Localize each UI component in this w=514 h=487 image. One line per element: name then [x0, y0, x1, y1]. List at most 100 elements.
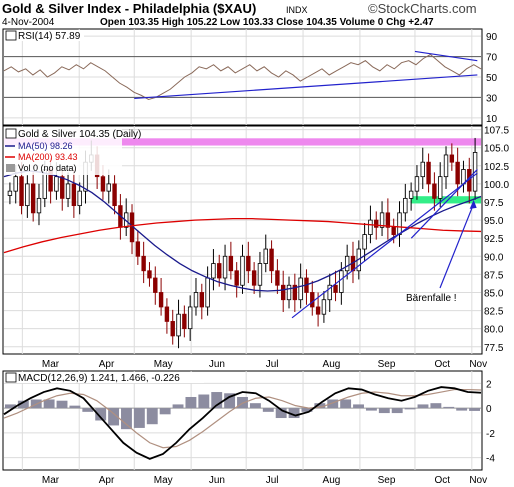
price-candle-body — [7, 190, 13, 196]
rsi-tick-label: 90 — [486, 32, 498, 43]
macd-histogram-bar — [211, 392, 223, 409]
price-candle-body — [315, 306, 321, 315]
price-candle-body — [292, 284, 298, 301]
grid-lines — [4, 29, 481, 470]
price-candle-body — [19, 176, 24, 207]
price-candle-body — [333, 284, 338, 293]
exchange-label: INDX — [286, 5, 308, 15]
macd-tick-label: 0 — [486, 404, 492, 415]
month-tick-label: Sep — [378, 359, 396, 370]
macd-histogram-bar — [82, 408, 94, 412]
macd-histogram-bar — [391, 408, 403, 414]
price-candle-body — [449, 154, 455, 163]
price-candle-body — [164, 306, 170, 322]
price-tick-label: 95.0 — [484, 216, 504, 227]
month-tick-label: Mar — [42, 359, 60, 370]
macd-histogram-bar — [17, 400, 29, 409]
price-candle-body — [397, 212, 402, 235]
month-tick-label: Sep — [378, 475, 396, 486]
price-candle-body — [344, 255, 350, 272]
macd-histogram-bar — [288, 408, 300, 419]
month-tick-label: Jun — [209, 359, 225, 370]
panel-toggle-icon — [5, 30, 17, 41]
rsi-trendline — [134, 74, 478, 100]
month-tick-label: Nov — [469, 475, 487, 486]
price-tick-label: 82.5 — [484, 307, 504, 318]
price-candle-body — [379, 212, 385, 228]
price-candle-body — [170, 321, 175, 337]
price-candle-body — [65, 183, 71, 199]
month-tick-label: Jun — [209, 475, 225, 486]
price-candle-body — [321, 299, 327, 315]
macd-histogram-bar — [262, 408, 274, 412]
price-candle-body — [408, 190, 414, 199]
month-tick-label: Oct — [434, 475, 450, 486]
month-tick-label: Aug — [323, 475, 341, 486]
macd-histogram-bar — [185, 396, 197, 409]
macd-histogram-bar — [301, 408, 313, 412]
price-candle-body — [281, 284, 286, 301]
month-tick-label: Mar — [42, 475, 60, 486]
price-candle-body — [30, 183, 36, 214]
price-candle-body — [257, 263, 263, 286]
rsi-tick-label: 30 — [486, 93, 498, 104]
price-candle-body — [141, 255, 146, 272]
price-candle-body — [275, 270, 280, 286]
price-candle-body — [414, 176, 420, 192]
price-trendline — [291, 172, 478, 319]
volume-legend: Vol 0 (no data) — [18, 163, 77, 173]
price-candle-body — [60, 176, 65, 199]
price-candle-body — [362, 234, 367, 250]
macd-histogram-bar — [146, 408, 158, 425]
price-tick-label: 80.0 — [484, 325, 504, 336]
price-candle-body — [438, 176, 443, 199]
macd-histogram-bar — [314, 403, 326, 409]
price-candle-body — [298, 277, 303, 301]
macd-signal-line — [3, 388, 482, 449]
annotation-arrowhead — [469, 199, 477, 209]
price-candle-body — [455, 161, 460, 185]
price-candle-body — [100, 176, 106, 192]
price-candle-body — [246, 255, 251, 272]
price-tick-label: 90.0 — [484, 252, 504, 263]
annotation-arrow — [439, 203, 475, 289]
price-tick-label: 87.5 — [484, 270, 504, 281]
volume-legend-swatch — [6, 164, 15, 172]
ma200-legend: MA(200) 93.43 — [18, 152, 78, 162]
macd-histogram-bar — [5, 404, 16, 409]
macd-histogram-bar — [340, 399, 352, 409]
price-candle-body — [182, 313, 187, 330]
macd-histogram-bar — [249, 403, 261, 409]
price-candle-body — [187, 306, 193, 330]
month-tick-label: Aug — [323, 359, 341, 370]
macd-histogram-bar — [121, 408, 132, 430]
month-tick-label: Nov — [469, 359, 487, 370]
price-candle-body — [36, 197, 42, 214]
price-tick-label: 107.5 — [484, 126, 509, 137]
price-candle-body — [443, 154, 449, 178]
price-candle-body — [391, 226, 396, 235]
axis-labels: Mar Mar Apr Apr May May Jun Jun Jul Jul Aug Aug Sep S… — [42, 32, 510, 486]
macd-histogram-bar — [430, 403, 442, 409]
price-candle-body — [199, 292, 204, 308]
month-tick-label: Apr — [99, 359, 115, 370]
price-candle-body — [263, 248, 268, 264]
price-bands — [4, 138, 481, 204]
macd-histogram-bar — [69, 405, 81, 409]
price-tick-label: 92.5 — [484, 234, 504, 245]
macd-histogram-bar — [365, 408, 377, 411]
price-tick-label: 100.0 — [484, 180, 509, 191]
price-candle-body — [217, 263, 222, 279]
price-candle-body — [205, 277, 210, 308]
price-candle-body — [25, 183, 30, 207]
price-candle-body — [71, 183, 77, 207]
month-tick-label: Oct — [434, 359, 450, 370]
macd-histogram-bar — [108, 408, 120, 426]
chart-marks — [3, 50, 482, 460]
macd-tick-label: -4 — [486, 454, 495, 465]
month-tick-label: Jul — [266, 475, 279, 486]
month-tick-label: May — [154, 475, 173, 486]
macd-panel — [2, 370, 483, 471]
price-candle-body — [432, 183, 437, 199]
